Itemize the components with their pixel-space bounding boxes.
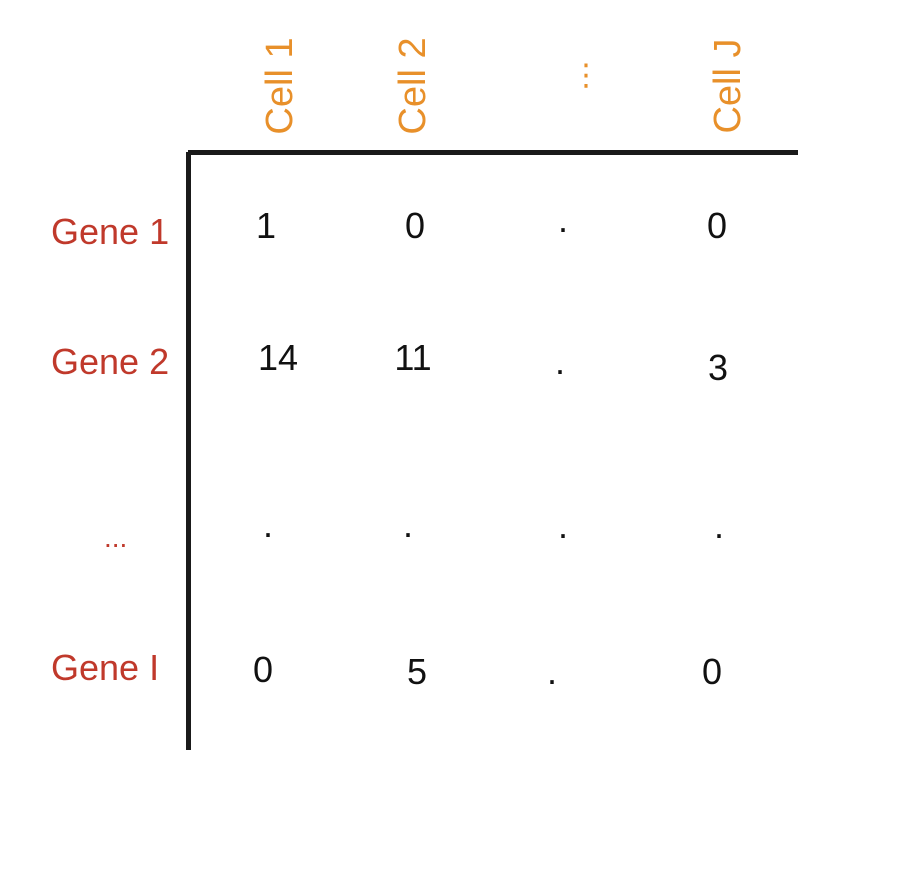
matrix-cell: 5: [406, 651, 428, 692]
matrix-cell: 0: [404, 205, 426, 246]
row-header-gene-1: Gene 1: [51, 211, 170, 252]
matrix-left-axis: [186, 152, 191, 750]
matrix-cell: 0: [706, 205, 728, 246]
column-header-cell-j: Cell J: [707, 38, 749, 134]
column-header-ellipsis: ⋮: [571, 59, 601, 92]
row-header-gene-2: Gene 2: [51, 341, 170, 382]
matrix-cell: 11: [394, 337, 432, 378]
matrix-cell: 1: [255, 205, 277, 246]
matrix-cell: .: [546, 651, 558, 692]
column-header-cell-1: Cell 1: [259, 37, 301, 135]
matrix-cell: .: [402, 504, 414, 545]
matrix-cell: 3: [707, 347, 729, 388]
matrix-cell: .: [262, 504, 274, 545]
matrix-cell: .: [554, 341, 566, 382]
column-header-cell-2: Cell 2: [392, 37, 434, 135]
matrix-cell: 0: [701, 651, 723, 692]
matrix-cell: 14: [257, 337, 299, 378]
matrix-cell: .: [557, 505, 569, 546]
row-header-gene-i: Gene I: [51, 647, 160, 688]
matrix-top-axis: [188, 150, 798, 155]
row-header-ellipsis: ...: [104, 522, 128, 553]
matrix-cell: .: [557, 199, 569, 240]
matrix-cell: 0: [252, 649, 274, 690]
matrix-cell: .: [713, 505, 725, 546]
